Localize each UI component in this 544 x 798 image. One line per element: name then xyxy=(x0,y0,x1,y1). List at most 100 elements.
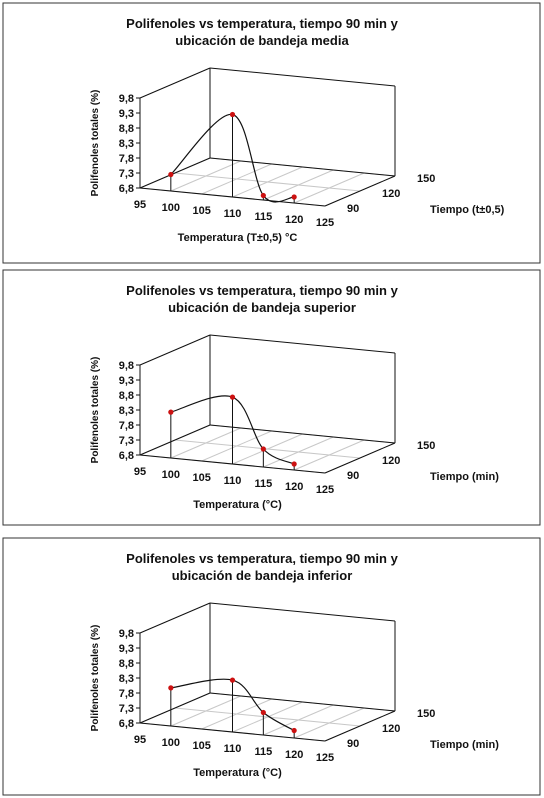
x-tick-label: 115 xyxy=(254,746,272,758)
grid-line xyxy=(174,707,361,727)
axis-line xyxy=(139,602,211,634)
x-tick-label: 100 xyxy=(162,469,180,481)
y-tick-label: 150 xyxy=(417,173,435,185)
axis-line xyxy=(324,710,396,742)
data-point xyxy=(168,171,174,178)
x-tick-label: 95 xyxy=(134,199,146,211)
y-tick-label: 120 xyxy=(382,455,400,467)
x-tick-label: 95 xyxy=(134,734,146,746)
axis-line xyxy=(139,157,211,189)
data-point xyxy=(291,727,297,734)
z-tick-label: 7,3 xyxy=(119,703,134,715)
grid-line xyxy=(174,172,361,192)
axis-line xyxy=(324,175,396,207)
chart: Polifenoles vs temperatura, tiempo 90 mi… xyxy=(90,16,505,244)
chart-title: ubicación de bandeja media xyxy=(175,33,349,48)
axis-line xyxy=(209,602,396,622)
z-tick-label: 6,8 xyxy=(119,450,134,462)
x-tick-label: 110 xyxy=(224,208,242,220)
z-tick-label: 8,3 xyxy=(119,673,134,685)
z-tick-label: 8,8 xyxy=(119,658,134,670)
axis-line xyxy=(324,442,396,474)
data-point xyxy=(260,709,266,716)
z-tick-label: 7,3 xyxy=(119,168,134,180)
z-axis-label: Polifenoles totales (%) xyxy=(90,357,101,464)
x-tick-label: 105 xyxy=(192,740,210,752)
curve xyxy=(170,113,295,203)
z-tick-label: 9,8 xyxy=(119,360,134,372)
y-tick-label: 90 xyxy=(347,738,359,750)
data-point xyxy=(229,677,236,683)
y-tick-label: 90 xyxy=(347,203,359,215)
y-tick-label: 120 xyxy=(382,188,400,200)
axis-line xyxy=(209,67,396,87)
axis-line xyxy=(209,692,396,712)
z-tick-label: 7,8 xyxy=(119,688,134,700)
x-tick-label: 115 xyxy=(254,478,272,490)
curve xyxy=(170,678,295,732)
chart-title: ubicación de bandeja inferior xyxy=(172,568,353,583)
data-point xyxy=(229,394,236,400)
x-tick-label: 125 xyxy=(316,217,334,229)
z-tick-label: 8,3 xyxy=(119,405,134,417)
chart: Polifenoles vs temperatura, tiempo 90 mi… xyxy=(90,551,499,779)
x-axis-label: Temperatura (°C) xyxy=(193,499,282,511)
chart-title: Polifenoles vs temperatura, tiempo 90 mi… xyxy=(126,16,398,31)
data-point xyxy=(291,461,297,467)
x-tick-label: 120 xyxy=(285,214,303,226)
panel xyxy=(2,269,541,526)
axis-line xyxy=(209,424,396,444)
z-tick-label: 8,8 xyxy=(119,123,134,135)
x-tick-label: 110 xyxy=(224,743,242,755)
x-tick-label: 100 xyxy=(162,737,180,749)
axis-line xyxy=(139,424,211,456)
x-tick-label: 120 xyxy=(285,749,303,761)
z-tick-label: 9,3 xyxy=(119,108,134,120)
z-tick-label: 7,8 xyxy=(119,153,134,165)
z-axis-label: Polifenoles totales (%) xyxy=(90,90,101,197)
x-tick-label: 120 xyxy=(285,481,303,493)
y-axis-label: Tiempo (min) xyxy=(430,739,499,751)
data-point xyxy=(260,192,266,199)
y-tick-label: 150 xyxy=(417,440,435,452)
data-point xyxy=(229,111,236,118)
axis-line xyxy=(139,692,211,724)
y-tick-label: 90 xyxy=(347,470,359,482)
x-tick-label: 110 xyxy=(224,475,242,487)
z-tick-label: 9,3 xyxy=(119,375,134,387)
z-tick-label: 7,3 xyxy=(119,435,134,447)
chart: Polifenoles vs temperatura, tiempo 90 mi… xyxy=(90,283,499,511)
panel xyxy=(2,537,541,796)
z-tick-label: 6,8 xyxy=(119,718,134,730)
y-axis-label: Tiempo (min) xyxy=(430,471,499,483)
z-axis-label: Polifenoles totales (%) xyxy=(90,625,101,732)
x-tick-label: 105 xyxy=(192,472,210,484)
y-axis-label: Tiempo (t±0,5) xyxy=(430,204,505,216)
curve xyxy=(170,395,295,465)
x-tick-label: 125 xyxy=(316,752,334,764)
panel xyxy=(2,2,541,264)
y-tick-label: 120 xyxy=(382,723,400,735)
y-tick-label: 150 xyxy=(417,708,435,720)
z-tick-label: 7,8 xyxy=(119,420,134,432)
x-tick-label: 125 xyxy=(316,484,334,496)
data-point xyxy=(168,409,174,415)
x-axis-label: Temperatura (°C) xyxy=(193,767,282,779)
x-tick-label: 115 xyxy=(254,211,272,223)
z-tick-label: 9,8 xyxy=(119,628,134,640)
data-point xyxy=(168,685,174,691)
chart-title: ubicación de bandeja superior xyxy=(168,300,356,315)
chart-title: Polifenoles vs temperatura, tiempo 90 mi… xyxy=(126,551,398,566)
axis-line xyxy=(209,157,396,177)
x-tick-label: 95 xyxy=(134,466,146,478)
axis-line xyxy=(139,67,211,99)
z-tick-label: 8,3 xyxy=(119,138,134,150)
grid-line xyxy=(174,439,361,459)
z-tick-label: 9,8 xyxy=(119,93,134,105)
x-tick-label: 105 xyxy=(192,205,210,217)
data-point xyxy=(291,194,297,200)
x-axis-label: Temperatura (T±0,5) °C xyxy=(178,232,298,244)
chart-title: Polifenoles vs temperatura, tiempo 90 mi… xyxy=(126,283,398,298)
data-point xyxy=(260,446,266,452)
